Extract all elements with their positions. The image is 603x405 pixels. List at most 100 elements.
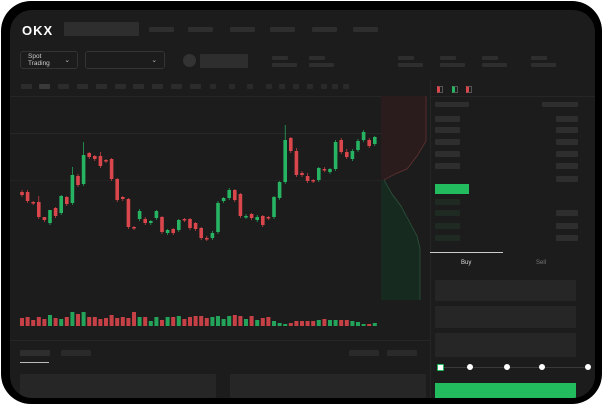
volume-bar: [193, 316, 198, 326]
candle-body: [249, 214, 254, 218]
volume-bar: [344, 320, 349, 326]
candle-body: [193, 223, 198, 229]
stat-label: [398, 56, 414, 60]
buy-button[interactable]: [435, 383, 576, 398]
timeframe-button[interactable]: [171, 84, 182, 89]
nav-item[interactable]: [270, 27, 295, 32]
slider-stop[interactable]: [504, 364, 510, 370]
market-selector[interactable]: Spot Trading ⌄: [20, 51, 78, 69]
ask-price: [435, 151, 460, 157]
chart-tool-icon[interactable]: [210, 84, 216, 89]
amount-slider-track[interactable]: [440, 367, 588, 368]
ask-size: [556, 139, 578, 145]
chart-tool-icon[interactable]: [279, 84, 285, 89]
depth-chart: [381, 96, 427, 300]
candle-body: [210, 233, 215, 238]
volume-bar: [64, 317, 69, 326]
timeframe-button[interactable]: [190, 84, 201, 89]
tab-order-history[interactable]: [61, 350, 91, 356]
stat-label: [272, 56, 288, 60]
pair-selector[interactable]: ⌄: [85, 51, 165, 69]
volume-bar: [154, 317, 159, 326]
timeframe-button[interactable]: [58, 84, 69, 89]
chart-tool-icon[interactable]: [343, 84, 349, 89]
candle-body: [322, 169, 327, 171]
tab-buy[interactable]: Buy: [461, 260, 472, 266]
candle-body: [93, 156, 97, 159]
tab-open-orders[interactable]: [20, 350, 50, 356]
timeframe-button[interactable]: [152, 84, 163, 89]
volume-bar: [316, 320, 321, 326]
ask-size: [556, 127, 578, 133]
volume-bar: [339, 320, 344, 326]
filter-button[interactable]: [387, 350, 417, 356]
nav-item[interactable]: [312, 27, 337, 32]
candle-body: [238, 194, 243, 216]
candle-body: [199, 228, 203, 238]
total-input[interactable]: [435, 333, 576, 357]
chart-tool-icon[interactable]: [321, 84, 327, 89]
chevron-down-icon: ⌄: [64, 57, 70, 64]
slider-stop[interactable]: [585, 364, 591, 370]
chart-tool-icon[interactable]: [229, 84, 235, 89]
buy-tab-indicator: [430, 252, 503, 253]
volume-bar: [277, 323, 282, 326]
slider-stop[interactable]: [467, 364, 473, 370]
candle-body: [160, 217, 164, 232]
candle-body: [149, 221, 153, 223]
candle-body: [205, 238, 209, 240]
chart-tool-icon[interactable]: [293, 84, 299, 89]
ask-size: [556, 116, 578, 122]
chart-tool-icon[interactable]: [266, 84, 272, 89]
chart-tool-icon[interactable]: [247, 84, 253, 89]
volume-bar: [305, 321, 310, 326]
timeframe-button[interactable]: [21, 84, 32, 89]
filter-button[interactable]: [349, 350, 379, 356]
volume-bar: [361, 324, 366, 326]
nav-item[interactable]: [149, 27, 174, 32]
nav-item[interactable]: [188, 27, 213, 32]
timeframe-button[interactable]: [133, 84, 144, 89]
tab-sell[interactable]: Sell: [536, 260, 547, 266]
amount-input[interactable]: [435, 306, 576, 328]
search-bar[interactable]: [64, 22, 139, 36]
bid-size: [556, 235, 578, 241]
nav-item[interactable]: [230, 27, 255, 32]
volume-bar: [31, 320, 36, 326]
ask-price: [435, 163, 460, 169]
nav-item[interactable]: [353, 27, 378, 32]
divider: [430, 80, 431, 398]
volume-bar: [115, 318, 120, 326]
timeframe-button[interactable]: [39, 84, 50, 89]
candle-body: [255, 217, 259, 220]
divider: [430, 96, 595, 97]
candle-body: [171, 229, 175, 233]
orderbook-both-icon[interactable]: [437, 86, 443, 93]
orderbook-bids-icon[interactable]: [452, 86, 458, 93]
timeframe-button[interactable]: [115, 84, 126, 89]
volume-bar: [216, 316, 220, 326]
slider-handle[interactable]: [437, 364, 444, 371]
candle-body: [109, 159, 114, 179]
candle-body: [216, 203, 220, 232]
chart-tool-icon[interactable]: [307, 84, 313, 89]
bid-price: [435, 235, 460, 241]
volume-bar: [98, 319, 103, 326]
slider-stop[interactable]: [539, 364, 545, 370]
candle-body: [59, 196, 63, 213]
volume-bar: [288, 323, 293, 326]
volume-bar: [372, 323, 377, 326]
orderbook-asks-icon[interactable]: [466, 86, 472, 93]
price-input[interactable]: [435, 280, 576, 301]
candle-body: [25, 192, 30, 201]
candle-body: [221, 198, 226, 201]
candle-body: [227, 190, 231, 198]
candle-body: [233, 190, 237, 200]
candle-body: [42, 217, 47, 220]
timeframe-button[interactable]: [96, 84, 107, 89]
chart-tool-icon[interactable]: [332, 84, 338, 89]
candle-body: [345, 152, 349, 157]
timeframe-button[interactable]: [77, 84, 88, 89]
trading-screen: OKX Spot Trading ⌄ ⌄ Buy Sell: [10, 10, 595, 398]
volume-bar: [148, 321, 153, 326]
